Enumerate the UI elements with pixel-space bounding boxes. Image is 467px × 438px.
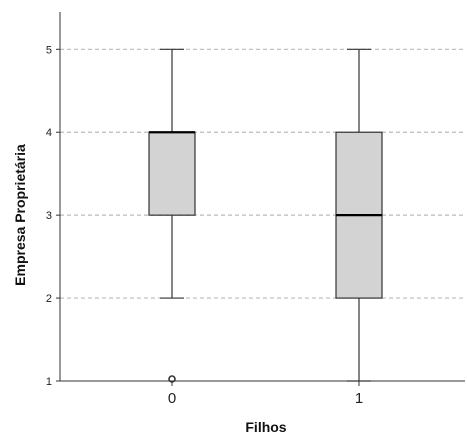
y-axis-ticks: 1 2 3 4 5: [46, 44, 60, 388]
axes: [59, 12, 465, 382]
y-tick-label-2: 2: [46, 293, 52, 305]
x-tick-label-0: 0: [168, 390, 176, 407]
iqr-box-0: [148, 131, 196, 216]
x-tick-label-1: 1: [355, 390, 363, 407]
y-tick-label-1: 1: [46, 376, 52, 388]
y-tick-label-4: 4: [46, 127, 52, 139]
box-series: [148, 48, 383, 383]
box-0: [148, 48, 196, 383]
box-1: [335, 48, 383, 382]
x-axis-title: Filhos: [245, 419, 286, 435]
grid-lines: [60, 48, 465, 299]
y-tick-label-5: 5: [46, 44, 52, 56]
outlier-0-0: [168, 375, 176, 383]
y-axis-title: Empresa Proprietária: [12, 144, 28, 286]
y-tick-label-3: 3: [46, 210, 52, 222]
